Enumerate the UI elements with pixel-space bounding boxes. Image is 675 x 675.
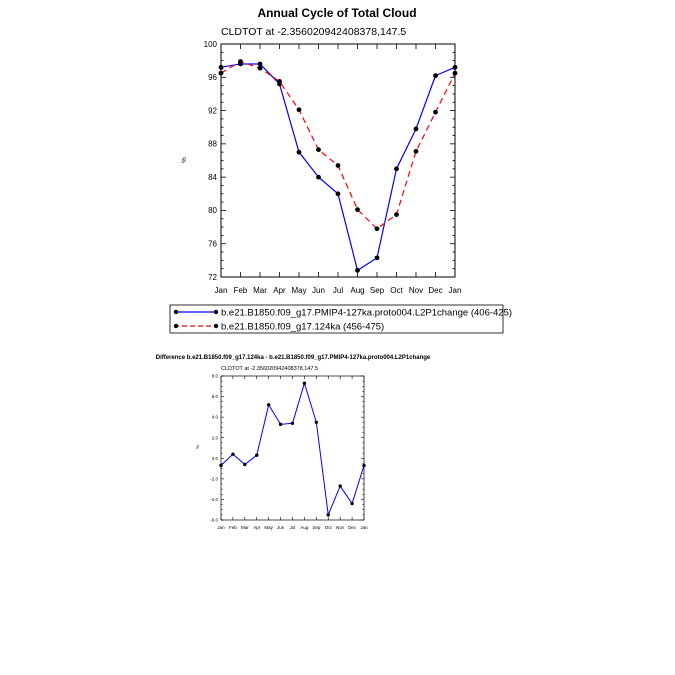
x-tick-label: Oct <box>325 525 333 530</box>
y-tick-label: 96 <box>208 73 217 82</box>
y-tick-label: 4.0 <box>212 415 219 420</box>
plot-frame <box>220 43 456 278</box>
x-tick-label: Aug <box>350 286 364 295</box>
x-tick-label: Jan <box>449 286 462 295</box>
data-point-s2-6 <box>316 147 321 153</box>
data-point-s1-9 <box>314 420 319 424</box>
x-tick-label: Jan <box>217 525 225 530</box>
x-tick-label: Mar <box>241 525 249 530</box>
x-tick-label: Jan <box>215 286 228 295</box>
x-tick-label: Sep <box>370 286 385 295</box>
data-point-s1-8 <box>302 381 307 385</box>
plot-frame <box>220 375 365 521</box>
difference-y-axis-label: % <box>195 445 200 449</box>
data-point-s1-4 <box>255 453 259 457</box>
data-point-s1-12 <box>350 501 354 506</box>
data-point-s1-5 <box>296 149 302 155</box>
x-tick-label: Nov <box>409 286 423 295</box>
y-tick-label: 88 <box>208 140 217 149</box>
x-tick-label: Apr <box>273 286 286 295</box>
data-point-s1-11 <box>413 126 419 132</box>
y-tick-label: 76 <box>208 240 217 249</box>
x-tick-label: Sep <box>312 525 321 530</box>
chart-title: Annual Cycle of Total Cloud <box>257 6 416 20</box>
x-tick-label: Aug <box>300 525 309 530</box>
data-point-s2-9 <box>374 226 380 232</box>
legend-marker-series-2 <box>173 323 179 329</box>
x-tick-label: Apr <box>253 525 261 530</box>
legend-marker-series-2b <box>213 323 219 329</box>
difference-plot: Jan Feb Mar Apr May Jun Jul Aug Sep Oct Nov Dec Jan-… <box>210 374 368 530</box>
data-point-s2-8 <box>355 207 360 213</box>
data-point-s2-5 <box>296 107 302 113</box>
data-point-s1-8 <box>355 267 360 273</box>
y-tick-label: 6.0 <box>212 394 219 399</box>
data-point-s1-5 <box>266 403 271 407</box>
x-tick-label: Mar <box>253 286 267 295</box>
data-point-s2-2 <box>238 59 243 64</box>
x-tick-label: Jul <box>290 525 296 530</box>
x-tick-label: Oct <box>390 286 403 295</box>
data-point-s2-7 <box>335 163 341 168</box>
x-tick-label: Jul <box>333 286 343 295</box>
legend: b.e21.B1850.f09_g17.PMIP4-127ka.proto004… <box>169 304 512 334</box>
x-tick-label: Jan <box>360 525 368 530</box>
y-tick-label: 84 <box>208 173 217 182</box>
data-point-s1-3 <box>257 61 263 67</box>
data-point-s2-4 <box>277 79 282 84</box>
legend-marker-series-1b <box>213 309 219 315</box>
x-tick-label: Jun <box>277 525 285 530</box>
data-point-s1-2 <box>231 452 235 456</box>
series-line-2 <box>220 60 456 230</box>
annual-cycle-plot: Jan Feb Mar Apr May Jun Jul Aug Sep Oct Nov Dec Jan 7… <box>204 40 462 295</box>
y-tick-label: 8.0 <box>212 374 219 379</box>
difference-chart-title: Difference b.e21.B1850.f09_g17.124ka - b… <box>156 355 431 361</box>
x-tick-label: Jun <box>312 286 325 295</box>
data-point-s1-12 <box>433 73 438 79</box>
y-tick-label: 72 <box>208 273 217 282</box>
legend-label-series-1: b.e21.B1850.f09_g17.PMIP4-127ka.proto004… <box>221 308 512 319</box>
x-tick-label: Dec <box>428 286 442 295</box>
x-tick-label: Dec <box>348 525 357 530</box>
series-line-1 <box>220 382 365 516</box>
data-point-s1-10 <box>394 166 399 172</box>
data-point-s2-11 <box>413 148 419 154</box>
data-point-s1-7 <box>335 191 341 197</box>
y-tick-label: -6.0 <box>210 518 218 523</box>
x-tick-label: May <box>291 286 306 295</box>
y-tick-label: -2.0 <box>210 476 218 481</box>
legend-marker-series-1 <box>173 309 179 315</box>
data-point-s1-9 <box>374 255 380 261</box>
data-point-s2-10 <box>394 212 399 217</box>
legend-box <box>169 304 504 334</box>
y-tick-label: 80 <box>208 206 217 215</box>
y-tick-label: 2.0 <box>212 435 219 440</box>
data-point-s1-11 <box>338 484 342 488</box>
y-tick-label: 0.0 <box>212 456 219 461</box>
data-point-s1-6 <box>278 422 283 427</box>
data-point-s1-3 <box>243 462 247 467</box>
x-tick-label: May <box>264 525 273 530</box>
data-point-s1-6 <box>316 174 321 180</box>
y-tick-label: 92 <box>208 106 217 115</box>
x-tick-label: Feb <box>229 525 237 530</box>
y-tick-label: -4.0 <box>210 497 218 502</box>
legend-label-series-2: b.e21.B1850.f09_g17.124ka (456-475) <box>221 322 384 333</box>
y-axis-label: % <box>181 157 188 163</box>
data-point-s1-10 <box>326 513 330 517</box>
data-point-s1-7 <box>290 421 295 426</box>
chart-subtitle: CLDTOT at -2.356020942408378,147.5 <box>221 26 406 38</box>
data-point-s2-12 <box>433 109 438 115</box>
x-tick-label: Feb <box>234 286 248 295</box>
y-tick-label: 100 <box>204 40 218 49</box>
x-tick-label: Nov <box>336 525 345 530</box>
data-point-s2-3 <box>257 65 263 71</box>
difference-chart-subtitle: CLDTOT at -2.356020942408378,147.5 <box>221 366 318 372</box>
